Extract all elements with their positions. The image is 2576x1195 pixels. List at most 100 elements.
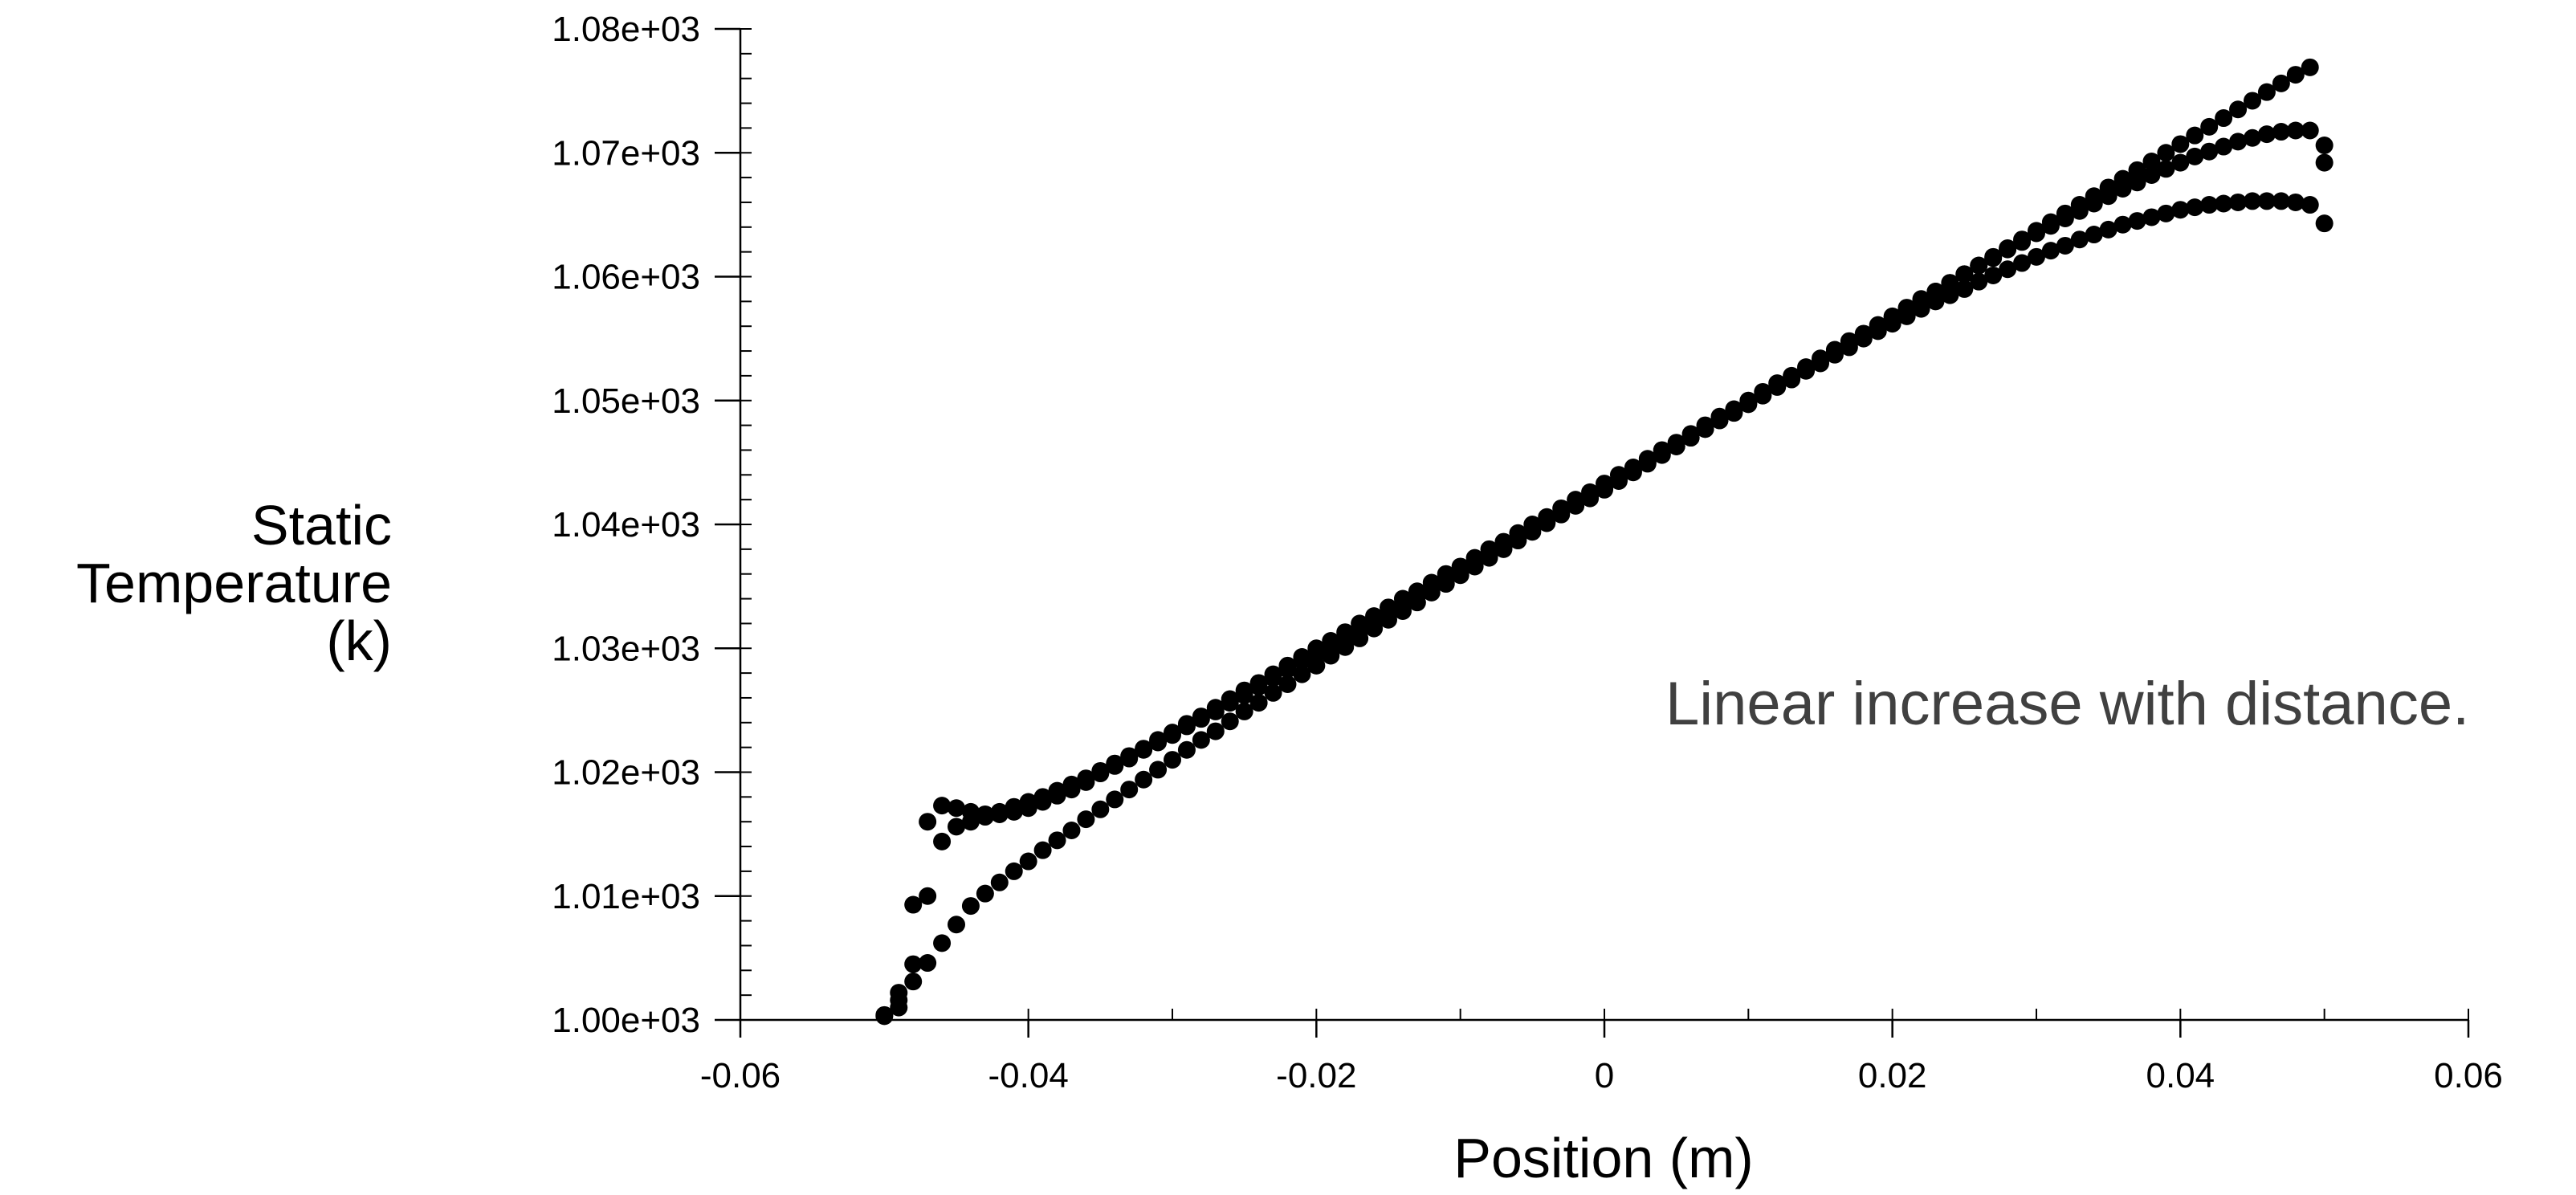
data-point xyxy=(1249,674,1268,692)
data-point xyxy=(2142,153,2161,171)
minor-ticks xyxy=(740,28,2469,1021)
data-point xyxy=(1149,731,1168,749)
data-point xyxy=(1840,332,1858,350)
y-axis-title-line-2: Temperature xyxy=(76,552,392,614)
data-point xyxy=(1206,722,1225,740)
data-point xyxy=(2028,247,2045,266)
data-point xyxy=(1393,589,1412,608)
data-point xyxy=(1854,324,1873,343)
data-point xyxy=(2286,121,2305,140)
data-point xyxy=(2215,109,2233,128)
data-point xyxy=(948,916,965,934)
data-point xyxy=(1596,475,1613,493)
data-point xyxy=(1365,607,1384,626)
x-tick-label: -0.02 xyxy=(1276,1056,1356,1095)
data-point xyxy=(1077,769,1095,788)
data-point xyxy=(1033,841,1052,859)
data-point xyxy=(2244,192,2261,210)
data-point xyxy=(1552,499,1571,517)
data-point xyxy=(1437,565,1455,583)
data-point xyxy=(1336,623,1355,642)
data-point xyxy=(2272,192,2290,210)
x-axis-title: Position (m) xyxy=(1453,1127,1753,1189)
data-point xyxy=(1739,391,1758,410)
data-point xyxy=(2056,210,2074,228)
data-point xyxy=(1667,434,1685,452)
data-point xyxy=(2085,194,2103,213)
data-point xyxy=(1005,862,1023,880)
data-point xyxy=(948,799,965,818)
data-point xyxy=(1091,761,1110,780)
data-point xyxy=(1322,631,1340,650)
y-tick-label: 1.07e+03 xyxy=(552,133,700,173)
data-point xyxy=(1408,582,1426,601)
data-point xyxy=(1984,266,2003,284)
y-axis-title: Static Temperature (k) xyxy=(76,494,392,672)
data-point xyxy=(1869,316,1887,334)
data-point xyxy=(904,955,923,973)
x-tick-label: -0.06 xyxy=(700,1056,781,1095)
data-point xyxy=(1567,491,1585,509)
data-point xyxy=(1509,524,1527,542)
data-point xyxy=(1812,349,1829,368)
data-point xyxy=(1538,508,1556,526)
data-point xyxy=(933,797,952,815)
data-point xyxy=(1278,656,1297,675)
data-point xyxy=(1235,702,1253,720)
data-point xyxy=(1048,831,1066,850)
data-point xyxy=(1164,724,1181,742)
data-point xyxy=(1754,382,1772,401)
data-point xyxy=(1264,683,1282,702)
data-point xyxy=(2301,196,2319,214)
data-point xyxy=(2157,204,2175,222)
data-point xyxy=(1351,614,1369,633)
x-tick-label: 0 xyxy=(1595,1056,1614,1095)
data-point xyxy=(1681,425,1700,443)
data-point xyxy=(990,873,1009,891)
x-ticks: -0.06 -0.04 -0.02 0 0.02 0.04 0.06 xyxy=(700,1020,2503,1095)
data-point xyxy=(2113,215,2132,234)
y-tick-label: 1.03e+03 xyxy=(552,629,700,668)
data-point xyxy=(2070,230,2089,249)
data-point xyxy=(1825,341,1844,359)
annotation-text: Linear increase with distance. xyxy=(1665,670,2469,738)
data-point xyxy=(2128,161,2146,179)
data-point xyxy=(1523,516,1542,533)
data-point xyxy=(2315,214,2333,233)
data-point xyxy=(1912,290,1930,308)
y-axis-title-line-3: (k) xyxy=(326,610,392,672)
data-point xyxy=(2128,173,2146,192)
data-point xyxy=(1970,256,1988,275)
data-point xyxy=(961,897,980,916)
data-point xyxy=(2128,212,2146,230)
data-point xyxy=(1077,810,1095,829)
data-point xyxy=(2142,166,2161,185)
data-point xyxy=(1725,400,1743,418)
data-point xyxy=(2157,160,2175,178)
data-point xyxy=(1091,800,1110,818)
data-point xyxy=(1581,483,1600,501)
data-point xyxy=(1062,821,1081,839)
data-point xyxy=(1206,699,1225,717)
data-point xyxy=(2171,153,2190,172)
data-point xyxy=(2142,208,2161,226)
y-tick-label: 1.04e+03 xyxy=(552,505,700,544)
data-point xyxy=(1638,450,1657,468)
data-point xyxy=(1955,279,1974,298)
data-point xyxy=(1883,307,1901,325)
data-point xyxy=(2257,83,2276,101)
data-point xyxy=(904,973,923,991)
data-point xyxy=(1135,740,1153,758)
data-point xyxy=(1624,459,1642,477)
data-point xyxy=(2200,142,2219,161)
data-point xyxy=(1235,681,1253,699)
data-point xyxy=(1768,374,1787,393)
data-point xyxy=(1019,793,1037,811)
data-point xyxy=(1955,265,1974,283)
data-point xyxy=(2286,66,2305,84)
data-point xyxy=(1422,573,1441,592)
x-tick-label: 0.02 xyxy=(1858,1056,1927,1095)
data-point xyxy=(2041,242,2060,260)
data-point xyxy=(1999,240,2017,259)
